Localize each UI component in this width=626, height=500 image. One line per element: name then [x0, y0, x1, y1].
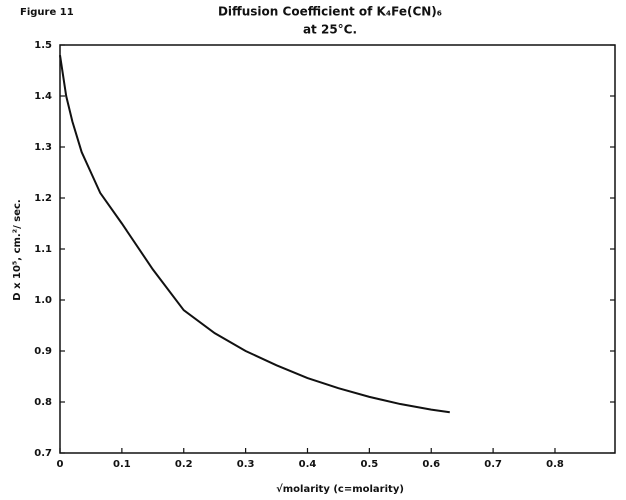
y-tick-label: 1.0 [34, 295, 52, 306]
x-tick-label: 0.7 [484, 459, 502, 470]
y-axis-label: D x 10⁵, cm.²/ sec. [12, 199, 23, 300]
y-tick-label: 1.4 [34, 91, 52, 102]
data-line [59, 55, 450, 414]
plot-frame [59, 44, 616, 454]
x-tick-label: 0.1 [113, 459, 131, 470]
x-tick-label: 0 [57, 459, 64, 470]
x-tick-label: 0.4 [299, 459, 317, 470]
x-tick-label: 0.5 [361, 459, 379, 470]
chart-subtitle: at 25°C. [303, 23, 357, 37]
figure-label: Figure 11 [20, 7, 74, 18]
x-tick-label: 0.8 [546, 459, 564, 470]
y-tick-label: 1.3 [34, 142, 52, 153]
x-axis-label: √molarity (c=molarity) [276, 483, 404, 495]
y-tick-label: 1.2 [34, 193, 52, 204]
x-tick-label: 0.2 [175, 459, 193, 470]
y-tick-label: 0.8 [34, 397, 52, 408]
y-tick-label: 0.7 [34, 448, 52, 459]
y-tick-label: 0.9 [34, 346, 52, 357]
x-tick-label: 0.6 [422, 459, 440, 470]
y-tick-label: 1.5 [34, 40, 52, 51]
y-tick-label: 1.1 [34, 244, 52, 255]
chart-title: Diffusion Coefficient of K₄Fe(CN)₆ [218, 5, 442, 19]
x-tick-label: 0.3 [237, 459, 255, 470]
